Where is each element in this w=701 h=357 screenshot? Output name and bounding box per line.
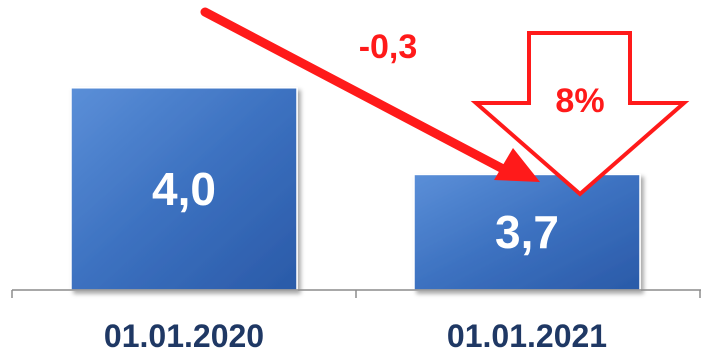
change-label: -0,3 — [359, 28, 418, 66]
bar-0 — [70, 87, 298, 291]
decrease-arrow-icon — [200, 7, 540, 182]
percent-label: 8% — [555, 82, 604, 120]
bar-value-label-1: 3,7 — [495, 206, 559, 258]
x-tick-label-0: 01.01.2020 — [104, 318, 264, 354]
bars-group: 4,0 3,7 — [70, 87, 641, 291]
percent-down-arrow-icon — [470, 31, 690, 197]
bar-value-label-0: 4,0 — [152, 163, 216, 215]
x-tick-label-1: 01.01.2021 — [447, 318, 607, 354]
